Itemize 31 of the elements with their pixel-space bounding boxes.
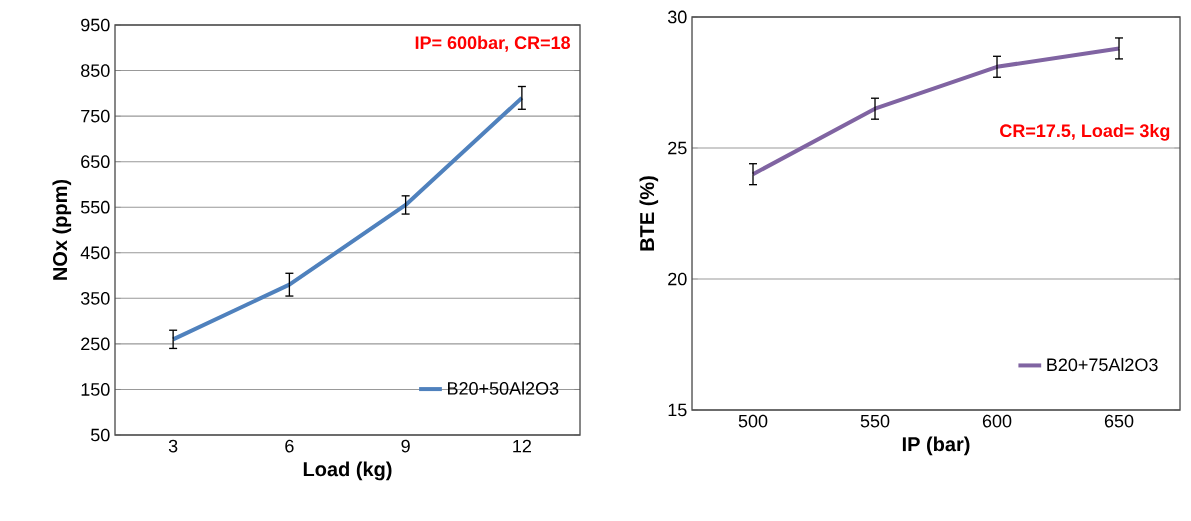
x-tick-label: 6 (285, 439, 294, 453)
line-series (171, 95, 524, 342)
x-tick-label: 3 (168, 439, 178, 453)
annotation: IP= 600bar, CR=18 (415, 35, 571, 52)
x-axis-title: Load (kg) (303, 461, 392, 481)
y-tick-label: 450 (80, 246, 110, 260)
y-tick-label: 350 (80, 291, 110, 305)
x-tick-label: 650 (1104, 414, 1134, 428)
x-axis-title: IP (bar) (902, 436, 970, 456)
x-tick-label: 550 (860, 414, 890, 428)
y-tick-label: 50 (90, 428, 110, 442)
y-tick-label: 950 (81, 18, 110, 32)
y-tick-label: 850 (81, 64, 110, 77)
y-tick-label: 550 (80, 200, 110, 214)
y-tick-label: 750 (81, 109, 110, 123)
x-tick-label: 12 (513, 439, 531, 453)
annotation: CR=17.5, Load= 3kg (1000, 123, 1170, 141)
legend-label: B20+50Al2O3 (448, 381, 559, 395)
y-axis-title: NOx (ppm) (52, 179, 72, 280)
y-axis-title: BTE (%) (639, 176, 659, 251)
legend-label: B20+75Al2O3 (1047, 357, 1158, 372)
x-tick-label: 600 (982, 414, 1012, 428)
y-tick-label: 15 (668, 403, 687, 417)
y-tick-label: 650 (81, 155, 110, 169)
y-tick-label: 20 (668, 272, 687, 286)
y-tick-label: 250 (81, 337, 110, 351)
y-tick-label: 150 (81, 383, 110, 396)
y-tick-label: 30 (667, 10, 687, 24)
x-tick-label: 500 (738, 414, 768, 428)
x-tick-label: 9 (401, 439, 410, 453)
y-tick-label: 25 (668, 141, 687, 155)
